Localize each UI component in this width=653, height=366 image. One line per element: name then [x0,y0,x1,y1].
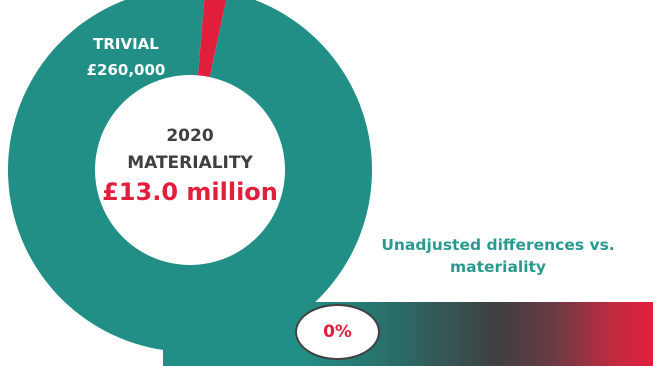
unadjusted-differences-title: Unadjusted differences vs. materiality [381,236,615,276]
center-materiality-label: MATERIALITY [127,153,253,173]
unadjusted-differences-gradient-bar [163,302,653,366]
trivial-slice-label: TRIVIAL [93,35,159,53]
unadjusted-differences-percent-badge: 0% [295,304,380,360]
center-materiality-value: £13.0 million [102,178,278,206]
donut-center-hole [95,75,285,265]
trivial-slice-value: £260,000 [87,61,166,79]
center-year-label: 2020 [166,126,213,146]
